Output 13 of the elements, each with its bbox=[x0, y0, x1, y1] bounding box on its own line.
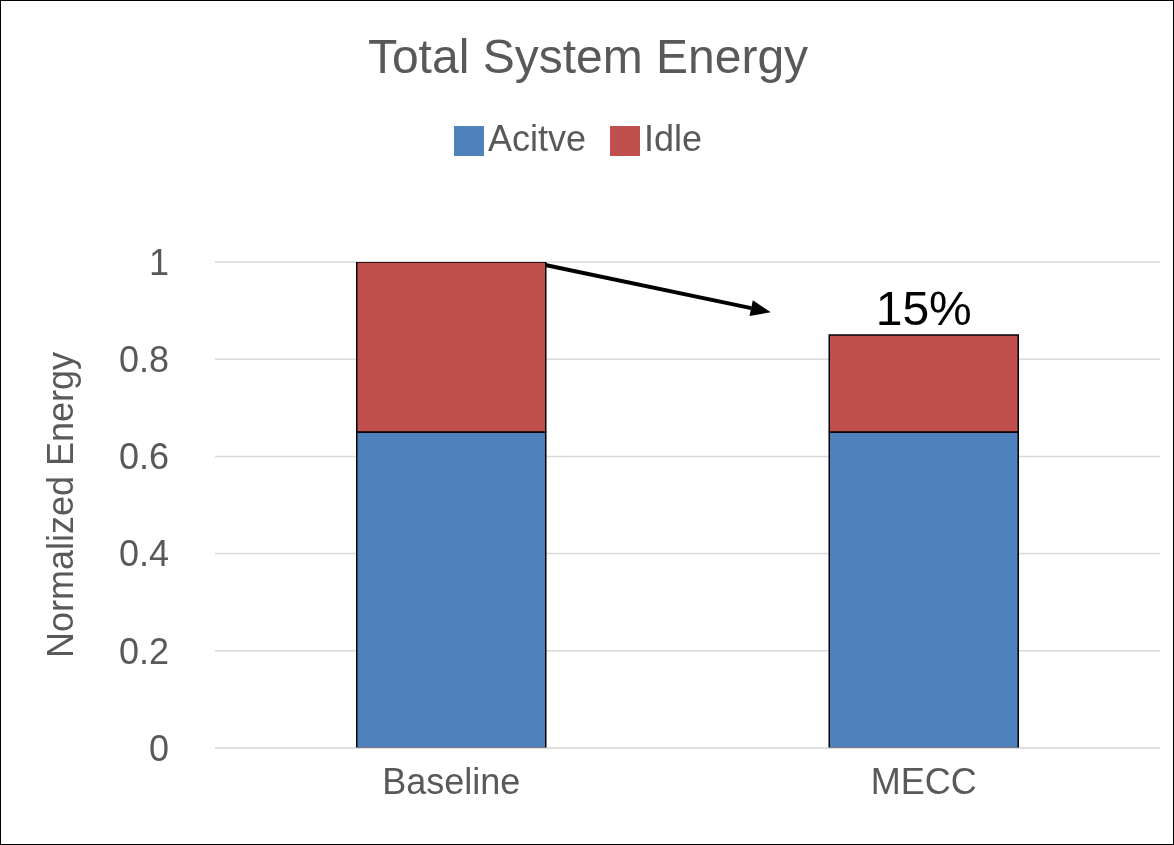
y-axis-title: Normalized Energy bbox=[39, 351, 81, 659]
y-tick-label: 0.6 bbox=[118, 436, 169, 478]
y-tick-label: 0.2 bbox=[118, 630, 169, 672]
legend-label: Acitve bbox=[487, 118, 586, 159]
x-tick-label: Baseline bbox=[382, 760, 521, 802]
y-tick-label: 0.8 bbox=[118, 338, 169, 380]
chart-title: Total System Energy bbox=[366, 29, 810, 84]
x-tick-label: MECC bbox=[870, 760, 977, 802]
y-tick-label: 0.4 bbox=[118, 533, 169, 575]
annotation: 15% bbox=[875, 281, 972, 335]
y-tick-label: 0 bbox=[148, 727, 169, 769]
legend-label: Idle bbox=[644, 118, 703, 159]
y-tick-label: 1 bbox=[148, 241, 169, 283]
